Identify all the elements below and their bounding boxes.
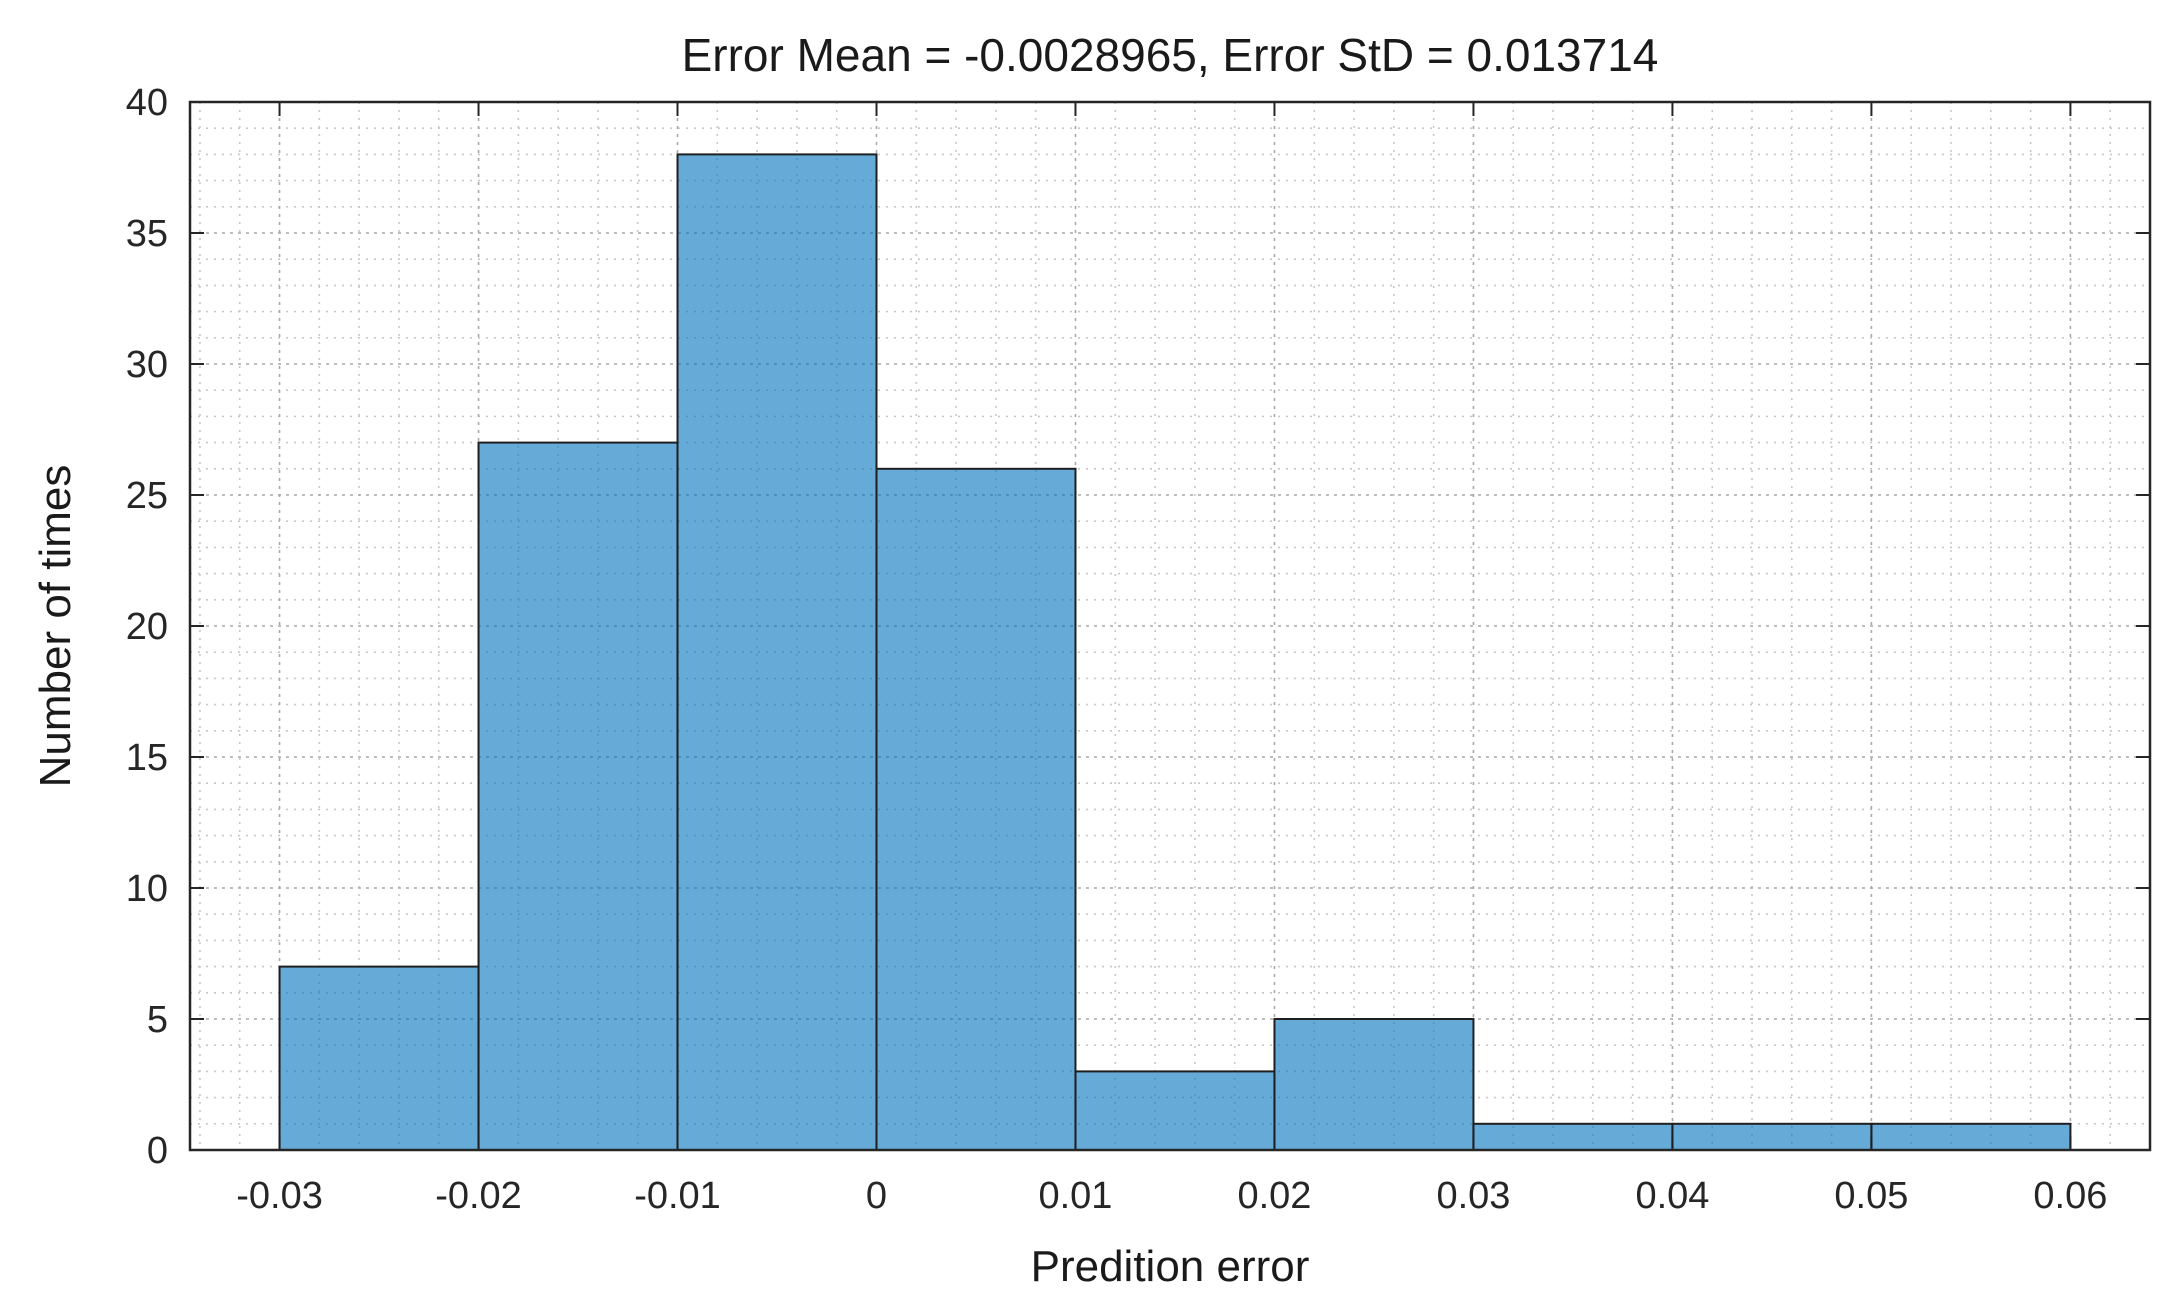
- histogram-bar: [278, 965, 480, 1151]
- x-tick-label: 0.02: [1237, 1175, 1311, 1217]
- x-tick-label: 0.05: [1834, 1175, 1908, 1217]
- x-tick-label: -0.03: [236, 1175, 323, 1217]
- x-tick-label: -0.02: [435, 1175, 522, 1217]
- histogram-bar: [477, 441, 679, 1152]
- x-tick-label: 0: [866, 1175, 887, 1217]
- y-tick-label: 20: [126, 606, 168, 648]
- histogram-bar: [1671, 1122, 1873, 1152]
- x-tick-label: 0.03: [1436, 1175, 1510, 1217]
- y-tick-label: 40: [126, 82, 168, 124]
- chart-title: Error Mean = -0.0028965, Error StD = 0.0…: [681, 29, 1659, 81]
- y-tick-label: 35: [126, 213, 168, 255]
- y-tick-label: 25: [126, 475, 168, 517]
- y-tick-label: 0: [147, 1130, 168, 1172]
- histogram-bar: [1074, 1070, 1276, 1152]
- x-tick-label: 0.06: [2033, 1175, 2107, 1217]
- y-tick-label: 10: [126, 868, 168, 910]
- y-tick-label: 30: [126, 344, 168, 386]
- x-axis-label: Predition error: [1030, 1242, 1310, 1291]
- histogram-bar: [1472, 1122, 1674, 1152]
- axes-box: [188, 100, 2152, 1152]
- y-axis-label: Number of times: [31, 464, 80, 788]
- x-tick-label: -0.01: [634, 1175, 721, 1217]
- x-tick-label: 0.04: [1635, 1175, 1709, 1217]
- histogram-bar: [875, 467, 1077, 1151]
- y-tick-label: 5: [147, 999, 168, 1041]
- x-tick-label: 0.01: [1038, 1175, 1112, 1217]
- histogram-bar: [1273, 1018, 1475, 1151]
- histogram-bar: [1870, 1122, 2072, 1152]
- y-tick-label: 15: [126, 737, 168, 779]
- histogram-bar: [676, 153, 878, 1151]
